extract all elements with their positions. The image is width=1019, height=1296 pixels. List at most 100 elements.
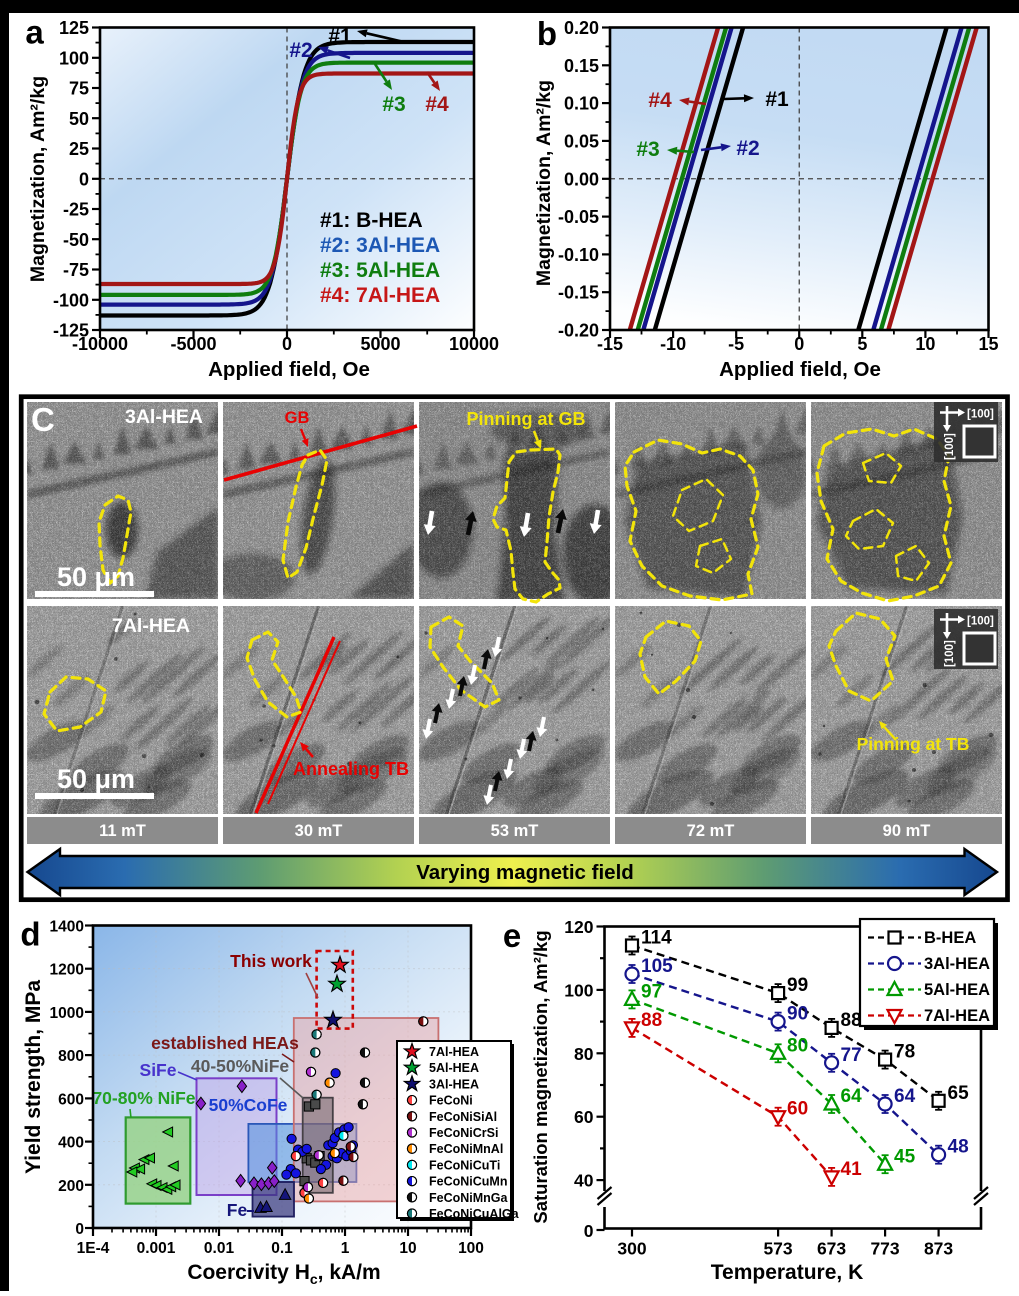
svg-text:-10000: -10000 — [72, 334, 128, 354]
svg-text:3Al-HEA: 3Al-HEA — [125, 406, 203, 428]
svg-text:64: 64 — [894, 1086, 916, 1107]
svg-text:established HEAs: established HEAs — [151, 1033, 299, 1053]
svg-text:100: 100 — [59, 48, 89, 68]
svg-text:120: 120 — [564, 917, 593, 937]
svg-text:10: 10 — [915, 334, 935, 354]
svg-text:50%CoFe: 50%CoFe — [209, 1095, 288, 1115]
svg-text:3Al-HEA: 3Al-HEA — [429, 1077, 479, 1091]
svg-text:873: 873 — [924, 1239, 953, 1259]
svg-text:0.01: 0.01 — [204, 1240, 235, 1257]
svg-text:b: b — [537, 15, 557, 52]
svg-text:-125: -125 — [53, 321, 89, 341]
svg-text:41: 41 — [841, 1159, 863, 1180]
svg-text:FeCoNiCuAlGa: FeCoNiCuAlGa — [429, 1207, 520, 1221]
svg-text:0.1: 0.1 — [271, 1240, 293, 1257]
svg-text:60: 60 — [787, 1099, 808, 1120]
svg-text:#2: 3Al-HEA: #2: 3Al-HEA — [320, 234, 440, 257]
svg-text:a: a — [25, 14, 44, 51]
svg-text:114: 114 — [641, 928, 672, 949]
svg-text:15: 15 — [978, 334, 998, 354]
svg-text:60: 60 — [574, 1107, 594, 1127]
svg-text:1: 1 — [341, 1240, 350, 1257]
svg-text:7Al-HEA: 7Al-HEA — [112, 615, 190, 637]
svg-text:40: 40 — [574, 1171, 594, 1191]
svg-text:-15: -15 — [597, 334, 623, 354]
svg-text:3Al-HEA: 3Al-HEA — [924, 955, 990, 973]
svg-text:Pinning at TB: Pinning at TB — [857, 734, 970, 754]
svg-text:0: 0 — [79, 169, 89, 189]
svg-text:#1: #1 — [765, 88, 789, 111]
svg-text:75: 75 — [69, 79, 89, 99]
svg-text:30 mT: 30 mT — [295, 822, 343, 840]
svg-text:Applied field, Oe: Applied field, Oe — [719, 358, 881, 381]
svg-text:0.05: 0.05 — [564, 131, 599, 151]
svg-text:FeCoNiSiAl: FeCoNiSiAl — [429, 1110, 497, 1124]
svg-text:-0.05: -0.05 — [558, 207, 599, 227]
svg-text:10: 10 — [399, 1240, 416, 1257]
svg-text:-75: -75 — [63, 260, 89, 280]
svg-text:Magnetization, Am²/kg: Magnetization, Am²/kg — [533, 80, 555, 286]
svg-text:88: 88 — [841, 1010, 862, 1031]
svg-text:-50: -50 — [63, 230, 89, 250]
svg-text:773: 773 — [870, 1239, 899, 1259]
svg-text:80: 80 — [787, 1035, 808, 1056]
svg-text:100: 100 — [458, 1240, 484, 1257]
svg-text:1000: 1000 — [50, 1005, 84, 1022]
svg-text:80: 80 — [574, 1044, 594, 1064]
svg-text:GB: GB — [285, 409, 310, 427]
svg-text:0.10: 0.10 — [564, 94, 599, 114]
svg-text:FeCoNiCuTi: FeCoNiCuTi — [429, 1158, 500, 1172]
svg-text:125: 125 — [59, 18, 89, 38]
svg-text:7Al-HEA: 7Al-HEA — [429, 1045, 479, 1059]
svg-text:-0.10: -0.10 — [558, 245, 599, 265]
svg-text:300: 300 — [617, 1239, 646, 1259]
svg-text:-10: -10 — [660, 334, 686, 354]
svg-text:0.15: 0.15 — [564, 56, 599, 76]
svg-text:0: 0 — [584, 1221, 594, 1241]
svg-text:50 μm: 50 μm — [57, 764, 135, 794]
svg-text:48: 48 — [948, 1137, 969, 1158]
svg-text:90 mT: 90 mT — [883, 822, 931, 840]
svg-text:FeCoNi: FeCoNi — [429, 1094, 473, 1108]
svg-text:#3: #3 — [382, 93, 405, 116]
svg-text:97: 97 — [641, 981, 662, 1002]
svg-text:88: 88 — [641, 1010, 662, 1031]
svg-text:Varying magnetic field: Varying magnetic field — [416, 861, 634, 884]
svg-text:200: 200 — [58, 1178, 84, 1195]
svg-text:10000: 10000 — [449, 334, 499, 354]
svg-text:53 mT: 53 mT — [491, 822, 539, 840]
svg-text:Saturation magnetization, Am²/: Saturation magnetization, Am²/kg — [530, 930, 551, 1223]
svg-text:11 mT: 11 mT — [99, 822, 146, 840]
svg-text:5Al-HEA: 5Al-HEA — [924, 981, 990, 999]
svg-text:50: 50 — [69, 109, 89, 129]
svg-text:0.001: 0.001 — [137, 1240, 176, 1257]
svg-text:5000: 5000 — [360, 334, 400, 354]
svg-text:600: 600 — [58, 1091, 84, 1108]
svg-text:70-80% NiFe: 70-80% NiFe — [92, 1088, 195, 1108]
svg-text:1400: 1400 — [50, 919, 84, 936]
svg-text:Fe: Fe — [227, 1200, 248, 1220]
svg-text:-0.15: -0.15 — [558, 283, 599, 303]
svg-text:#2: #2 — [289, 39, 312, 62]
svg-text:B-HEA: B-HEA — [924, 929, 976, 947]
svg-text:-25: -25 — [63, 200, 89, 220]
svg-text:FeCoNiMnGa: FeCoNiMnGa — [429, 1191, 509, 1205]
svg-text:800: 800 — [58, 1048, 84, 1065]
svg-text:[100]: [100] — [944, 433, 956, 460]
svg-text:#1: B-HEA: #1: B-HEA — [320, 209, 423, 232]
svg-text:[100]: [100] — [967, 409, 994, 421]
svg-text:99: 99 — [787, 975, 808, 996]
svg-text:#3: 5Al-HEA: #3: 5Al-HEA — [320, 259, 440, 282]
svg-text:Annealing TB: Annealing TB — [293, 759, 409, 779]
svg-text:5Al-HEA: 5Al-HEA — [429, 1061, 479, 1075]
svg-text:FeCoNiCuMn: FeCoNiCuMn — [429, 1175, 507, 1189]
svg-text:-100: -100 — [53, 290, 89, 310]
svg-text:#1: #1 — [328, 25, 352, 48]
svg-text:5: 5 — [857, 334, 867, 354]
svg-text:FeCoNiMnAl: FeCoNiMnAl — [429, 1142, 503, 1156]
svg-text:-5000: -5000 — [170, 334, 216, 354]
svg-text:#3: #3 — [636, 138, 659, 161]
svg-text:Magnetization, Am²/kg: Magnetization, Am²/kg — [27, 76, 49, 282]
svg-text:This work: This work — [230, 951, 312, 971]
svg-text:50 μm: 50 μm — [57, 562, 135, 592]
